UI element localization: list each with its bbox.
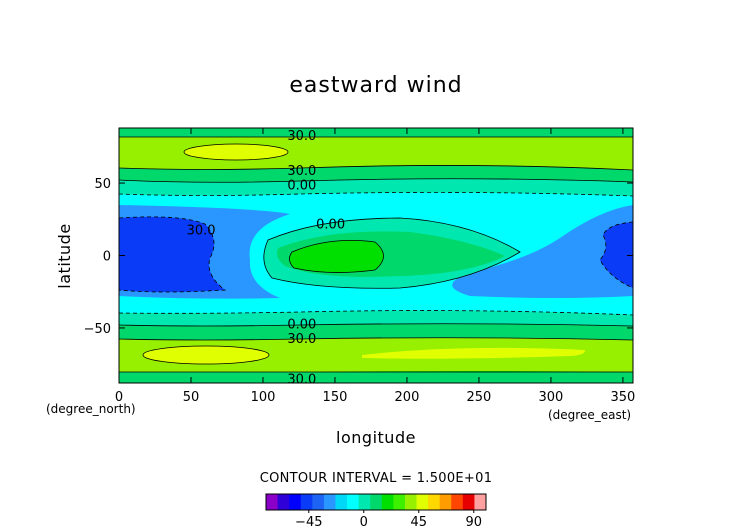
colorbar-swatch [277, 494, 290, 510]
contour-line [119, 337, 633, 341]
colorbar-swatch [347, 494, 360, 510]
x-unit-label: (degree_east) [548, 408, 631, 422]
contour-line [289, 239, 384, 273]
colorbar-tick-label: −45 [295, 515, 322, 530]
contour-line [119, 178, 633, 183]
chart-title: eastward wind [289, 73, 462, 98]
north-polar-band [119, 128, 633, 137]
x-tick-label: 200 [395, 390, 420, 405]
x-tick-label: 100 [251, 390, 276, 405]
colorbar-swatch [312, 494, 325, 510]
x-tick-label: 0 [115, 390, 123, 405]
colorbar-swatch [381, 494, 394, 510]
contour-line [183, 143, 289, 161]
east-strong-easterly-cell [600, 222, 633, 288]
contour-label: 30.0 [187, 223, 216, 238]
colorbar-tick-label: 90 [466, 515, 483, 530]
x-tick-label: 150 [323, 390, 348, 405]
y-unit-label: (degree_north) [46, 402, 136, 416]
colorbar-swatch [300, 494, 313, 510]
colorbar-swatch [289, 494, 302, 510]
south-jet-core-east [362, 347, 586, 359]
colorbar-swatch [474, 494, 487, 510]
contour-line [119, 165, 633, 171]
y-tick-label: 0 [103, 250, 111, 265]
y-tick-label: −50 [84, 322, 111, 337]
colorbar-tick-label: 45 [411, 515, 428, 530]
x-tick-label: 50 [183, 390, 200, 405]
contour-line-dashed [119, 216, 227, 293]
contour-label: 30.0 [287, 129, 316, 144]
contour-line [142, 345, 270, 365]
contour-line [119, 323, 633, 327]
colorbar-swatch [428, 494, 441, 510]
contour-fill-layer [119, 128, 633, 383]
colorbar-swatch [358, 494, 371, 510]
colorbar-swatch [266, 494, 279, 510]
colorbar-frame [265, 493, 487, 511]
easterly-region [119, 205, 633, 299]
colorbar-swatch [439, 494, 452, 510]
colorbar-swatch [451, 494, 464, 510]
contour-label: 30.0 [287, 332, 316, 347]
contour-label: 0.00 [287, 318, 316, 333]
contour-label: 30.0 [287, 164, 316, 179]
colorbar-swatch [323, 494, 336, 510]
colorbar [265, 493, 487, 511]
north-jet-core [184, 144, 288, 160]
equatorial-westerly-core [289, 240, 384, 273]
x-tick-label: 300 [539, 390, 564, 405]
x-axis-title: longitude [336, 428, 416, 447]
north-transition-band [119, 178, 633, 196]
colorbar-swatch [370, 494, 383, 510]
west-strong-easterly-cell [119, 216, 225, 292]
y-tick-label: 50 [94, 177, 111, 192]
south-jet-core-west [143, 346, 269, 364]
x-tick-label: 250 [467, 390, 492, 405]
y-axis: 50 0 −50 [84, 177, 633, 337]
colorbar-swatch [404, 494, 418, 510]
contour-label: 30.0 [287, 373, 316, 388]
contour-line [263, 217, 521, 289]
south-mid-band [119, 323, 633, 340]
north-mid-band [119, 165, 633, 183]
y-axis-title: latitude [55, 223, 74, 288]
colorbar-swatch [393, 494, 406, 510]
colorbar-tick-label: 0 [360, 515, 368, 530]
contour-label: 0.00 [287, 179, 316, 194]
south-polar-band [119, 372, 633, 383]
colorbar-swatch [335, 494, 348, 510]
colorbar-swatch [416, 494, 429, 510]
colorbar-swatch [462, 494, 475, 510]
contour-label: 0.00 [316, 218, 345, 233]
contour-interval-label: CONTOUR INTERVAL = 1.500E+01 [260, 471, 493, 486]
x-tick-label: 350 [611, 390, 636, 405]
colorbar-ticks: −45 0 45 90 [295, 510, 482, 530]
south-transition-band [119, 310, 633, 326]
x-axis: 0 50 100 150 200 250 300 350 [115, 128, 635, 405]
